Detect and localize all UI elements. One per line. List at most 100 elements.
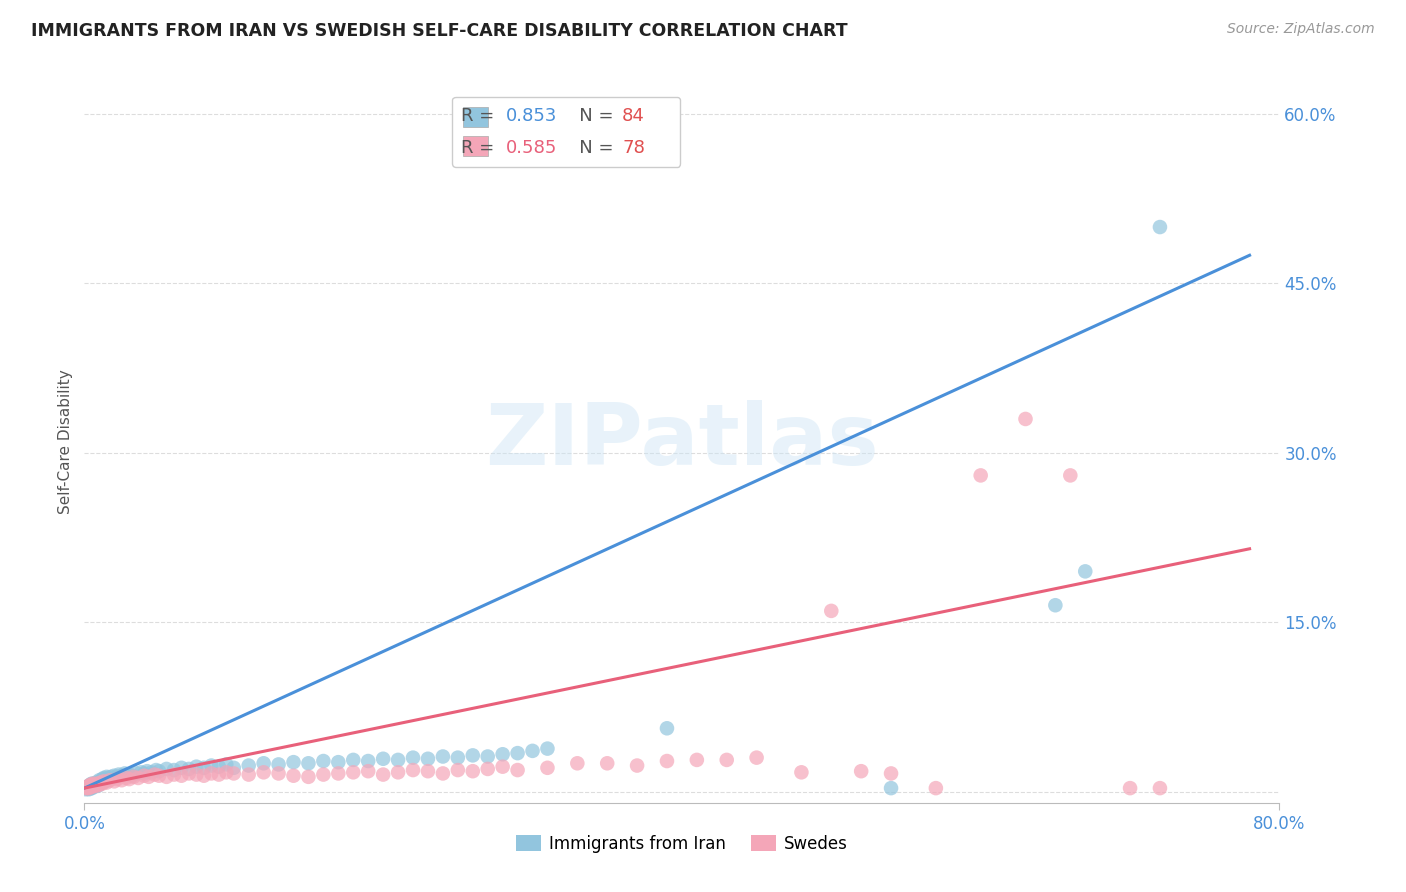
Text: IMMIGRANTS FROM IRAN VS SWEDISH SELF-CARE DISABILITY CORRELATION CHART: IMMIGRANTS FROM IRAN VS SWEDISH SELF-CAR… xyxy=(31,22,848,40)
Y-axis label: Self-Care Disability: Self-Care Disability xyxy=(58,369,73,514)
Point xyxy=(80,780,103,794)
Point xyxy=(148,764,170,779)
Point xyxy=(170,761,193,775)
Point xyxy=(177,762,200,776)
Point xyxy=(79,780,101,794)
Point xyxy=(77,781,100,796)
Point xyxy=(141,765,163,780)
Point xyxy=(103,769,125,783)
Point xyxy=(143,767,166,781)
Point xyxy=(121,769,143,783)
Text: 84: 84 xyxy=(623,107,645,125)
Point xyxy=(1045,599,1067,613)
Point xyxy=(103,774,125,789)
Point xyxy=(163,763,186,777)
Point xyxy=(387,753,409,767)
Point xyxy=(522,744,544,758)
Point xyxy=(477,749,499,764)
Point xyxy=(76,780,98,794)
Point xyxy=(82,780,104,794)
Point xyxy=(132,769,156,783)
Point xyxy=(447,763,470,777)
Point xyxy=(76,781,98,796)
Point xyxy=(477,762,499,776)
Point xyxy=(96,770,118,784)
Point xyxy=(387,765,409,780)
Point xyxy=(129,765,152,780)
Point xyxy=(253,756,276,771)
Point xyxy=(1014,412,1036,426)
Point xyxy=(432,749,454,764)
Point xyxy=(536,741,558,756)
Point xyxy=(90,774,112,789)
Point xyxy=(105,772,128,786)
Point xyxy=(80,781,103,796)
Point xyxy=(267,757,290,772)
Point xyxy=(402,750,425,764)
Point xyxy=(118,767,141,781)
Point xyxy=(357,754,380,768)
Point xyxy=(716,753,738,767)
Point xyxy=(96,772,118,786)
Point xyxy=(115,771,138,785)
Point xyxy=(328,755,350,769)
Point xyxy=(655,754,678,768)
Point xyxy=(297,770,319,784)
Point xyxy=(970,468,993,483)
Point xyxy=(506,763,529,777)
Point xyxy=(105,770,128,784)
Point xyxy=(267,766,290,780)
Point xyxy=(238,758,260,772)
Point xyxy=(655,721,678,735)
Point xyxy=(208,767,231,781)
Point xyxy=(1059,468,1081,483)
Point xyxy=(138,770,160,784)
Point xyxy=(127,771,149,785)
Point xyxy=(91,772,114,786)
Point xyxy=(745,750,768,764)
Point xyxy=(820,604,842,618)
Point xyxy=(357,764,380,779)
Point xyxy=(90,775,112,789)
Point xyxy=(80,776,103,790)
Point xyxy=(93,773,115,788)
Point xyxy=(83,776,105,790)
Point xyxy=(89,775,111,789)
Point xyxy=(492,747,515,762)
Point xyxy=(536,761,558,775)
Point xyxy=(1149,220,1171,235)
Point xyxy=(163,767,186,781)
Point xyxy=(373,752,395,766)
Point xyxy=(94,774,117,789)
Point xyxy=(790,765,813,780)
Point xyxy=(215,765,238,780)
Point xyxy=(80,779,103,793)
Point xyxy=(82,779,104,793)
Point xyxy=(851,764,873,779)
Text: 0.853: 0.853 xyxy=(506,107,558,125)
Point xyxy=(626,758,648,772)
Point xyxy=(79,778,101,792)
Point xyxy=(186,760,208,774)
Point xyxy=(93,771,115,785)
Point xyxy=(86,778,108,792)
Point xyxy=(98,773,121,788)
Point xyxy=(82,776,104,790)
Point xyxy=(75,781,97,796)
Point xyxy=(416,764,439,779)
Point xyxy=(86,775,108,789)
Point xyxy=(79,780,101,794)
Point xyxy=(86,779,108,793)
Point xyxy=(342,753,364,767)
Point xyxy=(96,775,118,789)
Point xyxy=(77,781,100,796)
Point xyxy=(461,748,484,763)
Point xyxy=(89,778,111,792)
Point xyxy=(155,770,177,784)
Point xyxy=(170,769,193,783)
Point xyxy=(200,766,222,780)
Point xyxy=(98,772,121,786)
Point xyxy=(114,766,136,780)
Point xyxy=(342,765,364,780)
Point xyxy=(283,755,305,769)
